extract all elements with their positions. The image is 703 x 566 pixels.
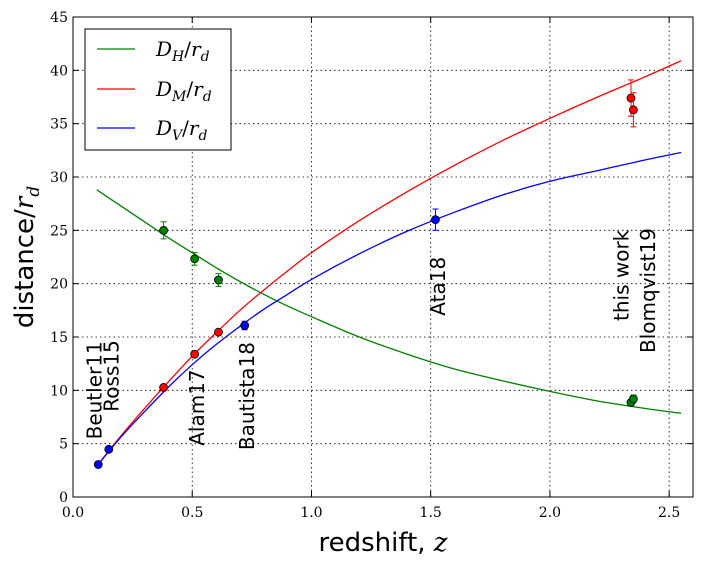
y-tick-label: 0 (59, 490, 68, 506)
y-tick-label: 5 (59, 437, 68, 453)
annotation-this-work: this work (610, 229, 634, 321)
data-points (93, 79, 638, 469)
x-tick-label: 0.5 (181, 505, 203, 521)
data-point (214, 273, 223, 287)
y-axis-title: distance/rd (10, 186, 44, 328)
data-point (104, 444, 114, 454)
data-point (93, 460, 103, 469)
legend-label: DV/rd (155, 116, 207, 144)
x-axis-title-text: redshift, (319, 528, 434, 558)
x-axis-title-var: z (433, 528, 448, 558)
annotation-alam17: Alam17 (185, 369, 209, 445)
legend-label: DH/rd (155, 37, 210, 65)
data-point (628, 394, 638, 404)
x-axis-title: redshift, z (319, 528, 448, 558)
ticks: 0.0 0.5 1.0 1.5 2.0 2.5 0 5 10 15 20 25 30 35 40 45 (50, 10, 693, 521)
point-marker (628, 105, 638, 115)
x-tick-label: 1.5 (420, 505, 442, 521)
point-marker (159, 383, 169, 392)
y-axis-title-sub: d (24, 186, 44, 197)
annotation-ata18: Ata18 (426, 257, 450, 316)
point-marker (214, 275, 223, 285)
point-marker (93, 460, 103, 469)
curve-d-m-r-d (96, 60, 682, 467)
y-tick-label: 10 (50, 383, 68, 399)
point-marker (190, 254, 200, 264)
y-tick-label: 30 (50, 170, 68, 186)
data-point (628, 92, 638, 128)
annotation-bautista18: Bautista18 (235, 342, 259, 450)
data-point (240, 320, 250, 331)
data-point (159, 221, 169, 240)
y-tick-label: 25 (50, 223, 68, 239)
point-marker (240, 321, 250, 330)
legend-entry: DM/rd (97, 77, 212, 105)
point-marker (159, 225, 169, 235)
point-marker (104, 444, 114, 454)
data-point (431, 208, 440, 231)
point-marker (214, 327, 223, 337)
y-axis-title-text: distance/ (10, 209, 40, 328)
x-tick-label: 1.0 (300, 505, 322, 521)
annotation-beutler11: Beutler11 (83, 341, 107, 439)
y-tick-label: 35 (50, 117, 68, 133)
legend: DH/rd DM/rd DV/rd (84, 28, 232, 151)
data-point (190, 349, 200, 359)
x-tick-label: 2.5 (658, 505, 680, 521)
annotation-blomqvist19: Blomqvist19 (636, 228, 660, 353)
legend-entry: DH/rd (97, 37, 210, 65)
point-marker (628, 394, 638, 404)
x-tick-label: 2.0 (539, 505, 561, 521)
y-tick-label: 45 (50, 10, 68, 26)
y-tick-label: 40 (50, 63, 68, 79)
legend-entry: DV/rd (97, 116, 207, 144)
data-point (214, 327, 223, 337)
data-point (159, 383, 169, 392)
curve-d-h-r-d (96, 189, 682, 414)
x-tick-label: 0.0 (62, 505, 84, 521)
data-point (190, 251, 200, 266)
plot-frame (72, 16, 694, 498)
y-axis-title-var: r (10, 195, 40, 209)
annotation-ross15: Ross15 (99, 340, 123, 412)
legend-label: DM/rd (155, 77, 212, 105)
y-tick-label: 15 (50, 330, 68, 346)
point-marker (190, 349, 200, 359)
point-marker (431, 215, 440, 225)
y-tick-label: 20 (50, 277, 68, 293)
